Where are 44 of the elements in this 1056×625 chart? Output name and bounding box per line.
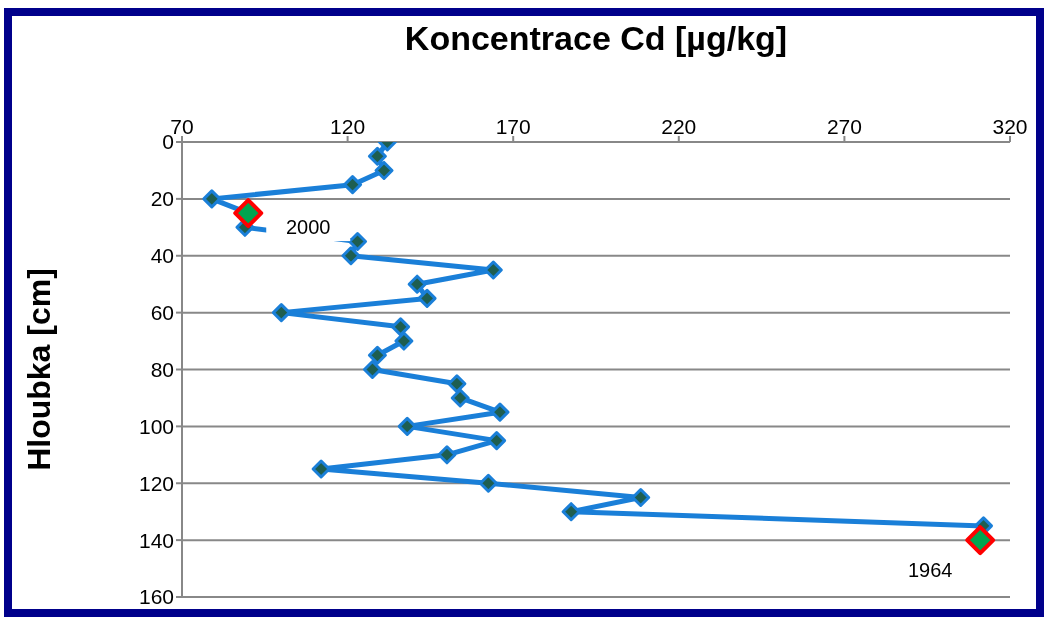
y-tick-label: 20 [150, 187, 174, 211]
point [367, 146, 387, 166]
y-tick-label: 100 [138, 414, 174, 438]
point [343, 175, 363, 195]
point [437, 445, 457, 465]
x-tick-label: 270 [826, 115, 862, 138]
y-tick-label: 80 [150, 357, 174, 381]
point [394, 331, 414, 351]
x-axis-title: Koncentrace Cd [µg/kg] [404, 19, 788, 58]
annotation: 2000 [285, 216, 331, 239]
point [417, 288, 437, 308]
point [348, 232, 368, 252]
point [478, 473, 498, 493]
y-tick-label: 40 [150, 244, 174, 268]
point [450, 388, 470, 408]
point [391, 317, 411, 337]
point [487, 431, 507, 451]
point [561, 502, 581, 522]
point [367, 345, 387, 365]
x-tick-label: 320 [992, 115, 1028, 138]
y-tick-label: 140 [138, 528, 174, 552]
point [631, 487, 651, 507]
point [311, 459, 331, 479]
point [362, 360, 382, 379]
point [202, 189, 222, 209]
point [407, 274, 427, 294]
y-tick-label: 0 [162, 130, 174, 154]
x-tick-label: 120 [330, 115, 366, 138]
point [341, 246, 361, 266]
point [271, 303, 291, 323]
x-tick-label: 170 [495, 115, 531, 138]
annotation: 1964 [907, 559, 953, 582]
y-tick-label: 160 [138, 585, 174, 609]
point [965, 525, 996, 556]
point [397, 416, 417, 436]
point [447, 374, 467, 394]
point [483, 260, 503, 280]
y-tick-label: 120 [138, 471, 174, 495]
point [490, 402, 510, 422]
x-tick-label: 220 [661, 115, 697, 138]
point [374, 160, 394, 180]
point [233, 198, 264, 229]
y-tick-label: 60 [150, 301, 174, 325]
y-axis-title: Hloubka [cm] [21, 268, 58, 471]
